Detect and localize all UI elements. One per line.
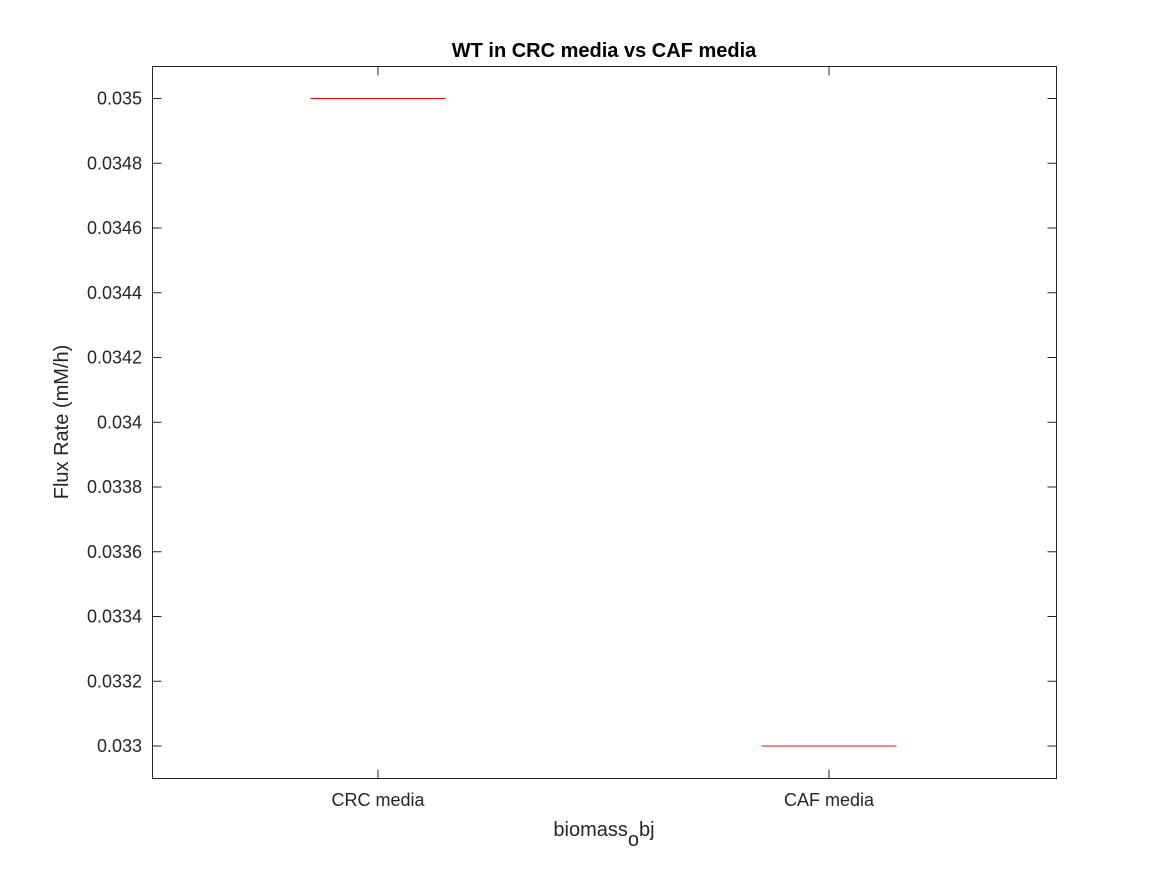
y-tick-label: 0.0348: [87, 153, 142, 173]
y-tick-label: 0.0336: [87, 542, 142, 562]
x-tick-label: CAF media: [784, 790, 875, 810]
y-tick-label: 0.0346: [87, 218, 142, 238]
y-tick-label: 0.0338: [87, 477, 142, 497]
y-tick-label: 0.0344: [87, 283, 142, 303]
data-marks: [310, 98, 897, 747]
y-tick-label: 0.0334: [87, 607, 142, 627]
x-axis-label-main: biomass: [553, 819, 627, 841]
y-tick-label: 0.033: [97, 736, 142, 756]
x-axis-label-rest: bj: [639, 819, 655, 841]
y-axis: 0.033 0.0332 0.0334 0.0336 0.0338 0.034 0.0342…: [87, 89, 1057, 756]
plot-area: [152, 66, 1057, 779]
x-tick-label: CRC media: [331, 790, 425, 810]
chart-title: WT in CRC media vs CAF media: [452, 40, 757, 62]
y-tick-label: 0.0342: [87, 348, 142, 368]
x-axis-label: biomassobj: [553, 819, 654, 851]
x-axis-label-subscript: o: [628, 829, 639, 851]
y-axis-label: Flux Rate (mM/h): [51, 345, 73, 499]
y-tick-label: 0.035: [97, 89, 142, 109]
y-tick-label: 0.0332: [87, 671, 142, 691]
x-axis: CRC media CAF media: [331, 66, 875, 810]
y-tick-label: 0.034: [97, 412, 142, 432]
